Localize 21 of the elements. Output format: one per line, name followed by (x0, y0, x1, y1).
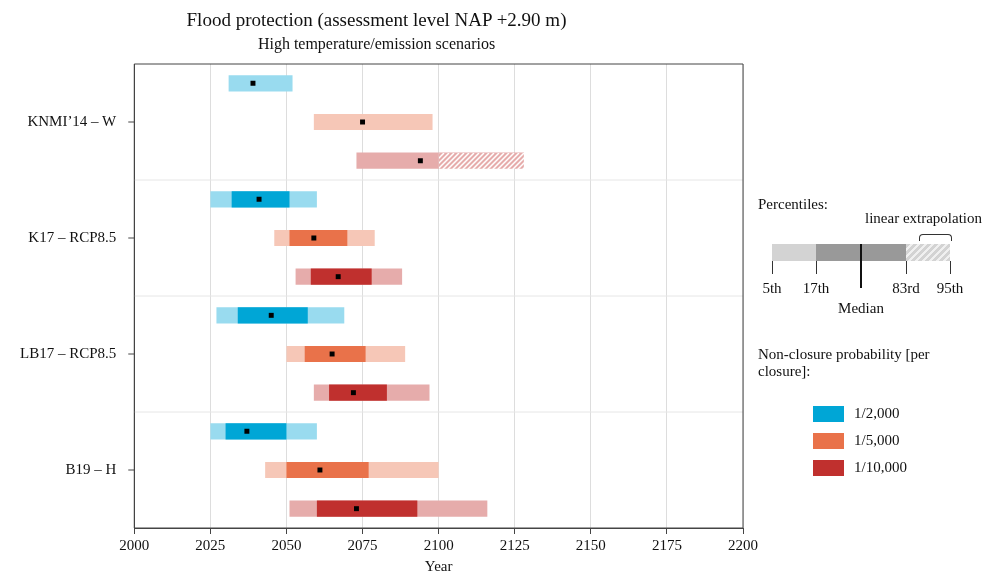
y-tick-label: KNMI’14 – W (27, 112, 118, 129)
x-tick-label: 2150 (575, 536, 606, 553)
x-tick-label: 2175 (651, 536, 682, 553)
x-tick-label: 2000 (119, 536, 150, 553)
x-tick-label: 2025 (195, 536, 226, 553)
legend-title: Non-closure probability [per closure]: (758, 346, 931, 380)
y-tick-label: K17 – RCP8.5 (28, 228, 117, 245)
x-tick-label: 2075 (347, 536, 378, 553)
chart-subtitle: High temperature/emission scenarios (257, 34, 496, 53)
y-tick-label: LB17 – RCP8.5 (19, 344, 117, 361)
x-tick-label: 2100 (423, 536, 454, 553)
legend-label: 1/2,000 (854, 405, 900, 422)
legend-label: 1/5,000 (854, 432, 900, 449)
x-tick-label: 2050 (271, 536, 302, 553)
x-tick-label: 2125 (499, 536, 530, 553)
legend-label: 1/10,000 (854, 459, 907, 476)
chart-title: Flood protection (assessment level NAP +2.90 m) (186, 9, 567, 32)
percentile-key: Percentiles: linear extrapolation 5th 17th Median 83rd 95th (758, 196, 1005, 321)
y-tick-label: B19 – H (65, 460, 117, 477)
x-tick-label: 2200 (728, 536, 758, 553)
x-axis-title: Year (424, 557, 453, 574)
